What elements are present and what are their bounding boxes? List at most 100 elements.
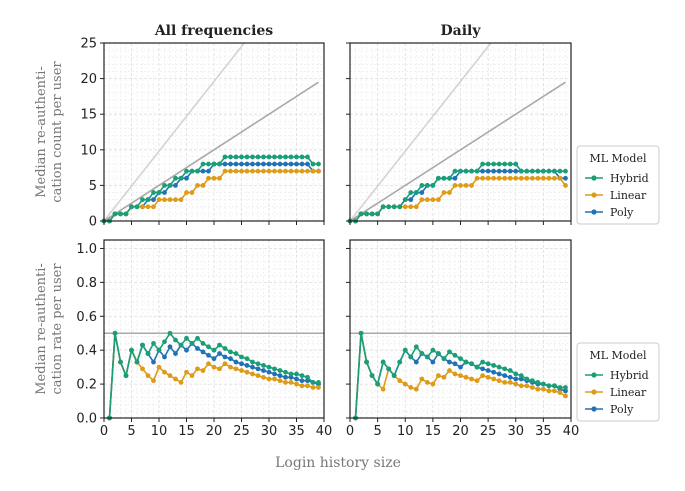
- data-point-hybrid: [375, 211, 381, 217]
- data-point-hybrid: [364, 211, 369, 217]
- data-point-linear: [145, 373, 151, 379]
- data-point-poly: [294, 161, 299, 167]
- data-point-linear: [316, 385, 321, 390]
- data-point-linear: [424, 380, 430, 385]
- data-point-poly: [452, 175, 458, 181]
- legend-marker-poly: [591, 406, 597, 412]
- data-point-linear: [173, 376, 178, 382]
- panel-title: All frequencies: [154, 23, 273, 39]
- data-point-poly: [305, 161, 310, 167]
- data-point-hybrid: [211, 161, 217, 167]
- data-point-hybrid: [272, 154, 277, 160]
- data-point-linear: [288, 380, 294, 385]
- data-point-linear: [507, 175, 513, 181]
- data-point-hybrid: [288, 154, 294, 160]
- data-point-poly: [272, 161, 277, 167]
- data-point-hybrid: [529, 168, 535, 174]
- data-point-linear: [452, 371, 458, 377]
- data-point-linear: [239, 168, 244, 174]
- legend-label-linear: Linear: [610, 189, 647, 202]
- data-point-linear: [491, 175, 497, 181]
- data-point-poly: [167, 344, 173, 350]
- data-point-linear: [222, 168, 228, 174]
- data-point-hybrid: [299, 154, 305, 160]
- data-point-hybrid: [140, 197, 145, 203]
- data-point-poly: [507, 374, 513, 380]
- data-point-hybrid: [441, 175, 447, 181]
- y-tick-label: 10: [80, 143, 97, 158]
- data-point-hybrid: [430, 183, 436, 188]
- data-point-linear: [419, 376, 425, 382]
- data-point-hybrid: [244, 154, 250, 160]
- data-point-poly: [244, 161, 250, 167]
- data-point-poly: [244, 363, 250, 368]
- data-point-hybrid: [491, 161, 497, 167]
- data-point-poly: [261, 368, 266, 373]
- data-point-hybrid: [480, 359, 485, 365]
- data-point-linear: [184, 369, 189, 375]
- data-point-linear: [305, 383, 310, 389]
- data-point-linear: [413, 204, 419, 210]
- data-point-hybrid: [167, 183, 173, 188]
- data-point-linear: [250, 371, 255, 377]
- data-point-hybrid: [123, 373, 129, 379]
- legend-title: ML Model: [589, 349, 647, 362]
- data-point-hybrid: [151, 341, 156, 346]
- data-point-linear: [380, 386, 386, 392]
- data-point-hybrid: [540, 168, 546, 174]
- data-point-poly: [211, 356, 217, 362]
- data-point-poly: [162, 354, 167, 360]
- x-tick-label: 10: [151, 424, 168, 439]
- x-tick-label: 30: [261, 424, 278, 439]
- data-point-linear: [173, 197, 178, 203]
- y-tick-label: 0.6: [76, 310, 97, 325]
- data-point-linear: [408, 204, 414, 210]
- data-point-poly: [239, 361, 244, 367]
- data-point-hybrid: [441, 356, 447, 362]
- data-point-linear: [546, 388, 552, 394]
- data-point-linear: [255, 373, 261, 379]
- data-point-linear: [200, 183, 206, 188]
- data-point-hybrid: [123, 211, 129, 217]
- data-point-hybrid: [375, 381, 381, 387]
- data-point-hybrid: [272, 366, 277, 372]
- data-point-linear: [424, 197, 430, 203]
- data-point-hybrid: [310, 380, 316, 385]
- data-point-hybrid: [239, 354, 244, 360]
- data-point-poly: [250, 364, 255, 370]
- data-point-poly: [452, 361, 458, 367]
- data-point-hybrid: [458, 356, 463, 362]
- data-point-linear: [211, 175, 217, 181]
- data-point-hybrid: [419, 183, 425, 188]
- data-point-hybrid: [310, 161, 316, 167]
- data-point-hybrid: [233, 351, 239, 356]
- data-point-poly: [206, 352, 211, 358]
- y-tick-label: 15: [80, 108, 97, 123]
- legend-box: [576, 145, 660, 225]
- legend-marker-hybrid: [591, 175, 597, 181]
- data-point-linear: [552, 175, 557, 181]
- data-point-hybrid: [162, 339, 167, 345]
- data-point-poly: [502, 373, 508, 379]
- data-point-hybrid: [480, 161, 485, 167]
- y-axis-label: Median re-authenti-cation count per user: [34, 61, 65, 203]
- data-point-poly: [195, 346, 200, 351]
- legend-label-linear: Linear: [610, 386, 647, 399]
- data-point-linear: [518, 175, 524, 181]
- data-point-hybrid: [413, 190, 419, 195]
- data-point-hybrid: [358, 211, 364, 217]
- data-point-linear: [217, 366, 222, 372]
- data-point-hybrid: [386, 204, 392, 210]
- data-point-poly: [496, 168, 502, 174]
- data-point-hybrid: [266, 364, 272, 370]
- x-tick-label: 0: [346, 424, 354, 439]
- data-point-hybrid: [145, 197, 151, 203]
- data-point-hybrid: [255, 361, 261, 367]
- data-point-hybrid: [535, 168, 541, 174]
- y-axis-label-line: cation count per user: [50, 61, 65, 203]
- data-point-linear: [305, 168, 310, 174]
- y-axis-label-line: Median re-authenti-: [34, 66, 49, 198]
- y-axis-label-line: Median re-authenti-: [34, 263, 49, 395]
- data-point-poly: [151, 197, 156, 203]
- data-point-linear: [397, 378, 403, 384]
